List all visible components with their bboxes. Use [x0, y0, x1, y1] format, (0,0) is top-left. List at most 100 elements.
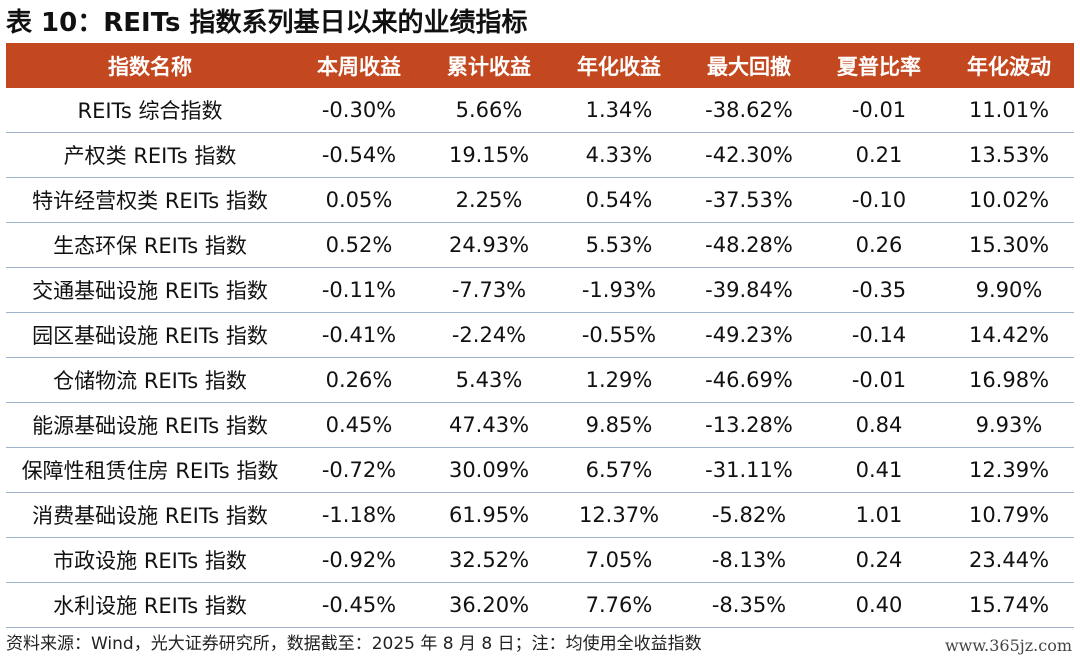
- cell-annualized-volatility: 15.74%: [944, 582, 1074, 628]
- cell-index-name: 市政设施 REITs 指数: [6, 537, 294, 583]
- table-row: 市政设施 REITs 指数 -0.92% 32.52% 7.05% -8.13% 0.24…: [6, 537, 1074, 583]
- cell-sharpe-ratio: -0.01: [814, 88, 944, 133]
- table-row: 水利设施 REITs 指数 -0.45% 36.20% 7.76% -8.35% 0.40…: [6, 582, 1074, 628]
- cell-sharpe-ratio: 0.26: [814, 222, 944, 268]
- cell-weekly-return: -0.45%: [294, 582, 424, 628]
- cell-annualized-return: 7.05%: [554, 537, 684, 583]
- cell-weekly-return: -0.54%: [294, 132, 424, 178]
- cell-index-name: 消费基础设施 REITs 指数: [6, 492, 294, 538]
- cell-annualized-return: -1.93%: [554, 267, 684, 313]
- header-weekly-return: 本周收益: [294, 43, 424, 88]
- cell-index-name: 特许经营权类 REITs 指数: [6, 177, 294, 223]
- table-row: 保障性租赁住房 REITs 指数 -0.72% 30.09% 6.57% -31.11%…: [6, 447, 1074, 493]
- cell-annualized-return: 1.29%: [554, 357, 684, 403]
- header-annualized-volatility: 年化波动: [944, 43, 1074, 88]
- cell-max-drawdown: -46.69%: [684, 357, 814, 403]
- cell-weekly-return: 0.45%: [294, 402, 424, 448]
- cell-index-name: 生态环保 REITs 指数: [6, 222, 294, 268]
- cell-max-drawdown: -13.28%: [684, 402, 814, 448]
- cell-annualized-return: 12.37%: [554, 492, 684, 538]
- cell-annualized-volatility: 10.02%: [944, 177, 1074, 223]
- cell-index-name: 水利设施 REITs 指数: [6, 582, 294, 628]
- cell-weekly-return: -0.72%: [294, 447, 424, 493]
- cell-annualized-volatility: 15.30%: [944, 222, 1074, 268]
- cell-weekly-return: 0.05%: [294, 177, 424, 223]
- header-sharpe-ratio: 夏普比率: [814, 43, 944, 88]
- cell-annualized-return: 4.33%: [554, 132, 684, 178]
- cell-annualized-return: 1.34%: [554, 88, 684, 133]
- table-row: REITs 综合指数 -0.30% 5.66% 1.34% -38.62% -0.01 11…: [6, 88, 1074, 133]
- table-header: 指数名称 本周收益 累计收益 年化收益 最大回撤 夏普比率 年化波动: [6, 43, 1074, 88]
- cell-weekly-return: -0.30%: [294, 88, 424, 133]
- cell-cumulative-return: 32.52%: [424, 537, 554, 583]
- table-row: 特许经营权类 REITs 指数 0.05% 2.25% 0.54% -37.53% -0.…: [6, 177, 1074, 223]
- header-row: 指数名称 本周收益 累计收益 年化收益 最大回撤 夏普比率 年化波动: [6, 43, 1074, 88]
- table-row: 能源基础设施 REITs 指数 0.45% 47.43% 9.85% -13.28% 0.…: [6, 402, 1074, 448]
- cell-weekly-return: 0.52%: [294, 222, 424, 268]
- table-row: 消费基础设施 REITs 指数 -1.18% 61.95% 12.37% -5.82% 1…: [6, 492, 1074, 538]
- cell-weekly-return: -0.92%: [294, 537, 424, 583]
- header-index-name: 指数名称: [6, 43, 294, 88]
- cell-annualized-volatility: 9.90%: [944, 267, 1074, 313]
- cell-cumulative-return: 5.43%: [424, 357, 554, 403]
- cell-index-name: 产权类 REITs 指数: [6, 132, 294, 178]
- watermark: www.365jz.com: [944, 636, 1072, 655]
- cell-index-name: 园区基础设施 REITs 指数: [6, 312, 294, 358]
- cell-max-drawdown: -42.30%: [684, 132, 814, 178]
- cell-sharpe-ratio: 0.21: [814, 132, 944, 178]
- cell-cumulative-return: 30.09%: [424, 447, 554, 493]
- cell-index-name: REITs 综合指数: [6, 88, 294, 133]
- cell-sharpe-ratio: 0.40: [814, 582, 944, 628]
- cell-index-name: 交通基础设施 REITs 指数: [6, 267, 294, 313]
- cell-annualized-return: 5.53%: [554, 222, 684, 268]
- cell-cumulative-return: 47.43%: [424, 402, 554, 448]
- cell-max-drawdown: -31.11%: [684, 447, 814, 493]
- cell-sharpe-ratio: 0.41: [814, 447, 944, 493]
- cell-annualized-return: 7.76%: [554, 582, 684, 628]
- table-row: 园区基础设施 REITs 指数 -0.41% -2.24% -0.55% -49.23%…: [6, 312, 1074, 358]
- cell-index-name: 能源基础设施 REITs 指数: [6, 402, 294, 448]
- cell-sharpe-ratio: 0.24: [814, 537, 944, 583]
- cell-cumulative-return: 2.25%: [424, 177, 554, 223]
- cell-max-drawdown: -38.62%: [684, 88, 814, 133]
- cell-max-drawdown: -48.28%: [684, 222, 814, 268]
- cell-cumulative-return: -7.73%: [424, 267, 554, 313]
- cell-weekly-return: 0.26%: [294, 357, 424, 403]
- header-annualized-return: 年化收益: [554, 43, 684, 88]
- table-row: 交通基础设施 REITs 指数 -0.11% -7.73% -1.93% -39.84%…: [6, 267, 1074, 313]
- table-row: 产权类 REITs 指数 -0.54% 19.15% 4.33% -42.30% 0.21…: [6, 132, 1074, 178]
- cell-weekly-return: -1.18%: [294, 492, 424, 538]
- cell-annualized-volatility: 10.79%: [944, 492, 1074, 538]
- cell-annualized-volatility: 16.98%: [944, 357, 1074, 403]
- cell-max-drawdown: -8.13%: [684, 537, 814, 583]
- cell-cumulative-return: 5.66%: [424, 88, 554, 133]
- cell-annualized-volatility: 12.39%: [944, 447, 1074, 493]
- cell-index-name: 仓储物流 REITs 指数: [6, 357, 294, 403]
- cell-sharpe-ratio: -0.35: [814, 267, 944, 313]
- cell-annualized-return: 9.85%: [554, 402, 684, 448]
- cell-index-name: 保障性租赁住房 REITs 指数: [6, 447, 294, 493]
- table-row: 仓储物流 REITs 指数 0.26% 5.43% 1.29% -46.69% -0.01…: [6, 357, 1074, 403]
- cell-sharpe-ratio: -0.14: [814, 312, 944, 358]
- cell-annualized-return: -0.55%: [554, 312, 684, 358]
- table-row: 生态环保 REITs 指数 0.52% 24.93% 5.53% -48.28% 0.26…: [6, 222, 1074, 268]
- header-cumulative-return: 累计收益: [424, 43, 554, 88]
- cell-sharpe-ratio: 1.01: [814, 492, 944, 538]
- cell-sharpe-ratio: -0.01: [814, 357, 944, 403]
- cell-annualized-volatility: 11.01%: [944, 88, 1074, 133]
- cell-annualized-volatility: 14.42%: [944, 312, 1074, 358]
- cell-weekly-return: -0.11%: [294, 267, 424, 313]
- cell-max-drawdown: -8.35%: [684, 582, 814, 628]
- cell-annualized-return: 0.54%: [554, 177, 684, 223]
- cell-annualized-volatility: 13.53%: [944, 132, 1074, 178]
- performance-table: 指数名称 本周收益 累计收益 年化收益 最大回撤 夏普比率 年化波动 REITs…: [6, 43, 1074, 628]
- cell-sharpe-ratio: -0.10: [814, 177, 944, 223]
- cell-cumulative-return: 19.15%: [424, 132, 554, 178]
- cell-max-drawdown: -5.82%: [684, 492, 814, 538]
- table-title: 表 10：REITs 指数系列基日以来的业绩指标: [6, 8, 528, 38]
- cell-cumulative-return: -2.24%: [424, 312, 554, 358]
- cell-annualized-volatility: 23.44%: [944, 537, 1074, 583]
- cell-annualized-return: 6.57%: [554, 447, 684, 493]
- cell-annualized-volatility: 9.93%: [944, 402, 1074, 448]
- table-body: REITs 综合指数 -0.30% 5.66% 1.34% -38.62% -0.01 11…: [6, 88, 1074, 628]
